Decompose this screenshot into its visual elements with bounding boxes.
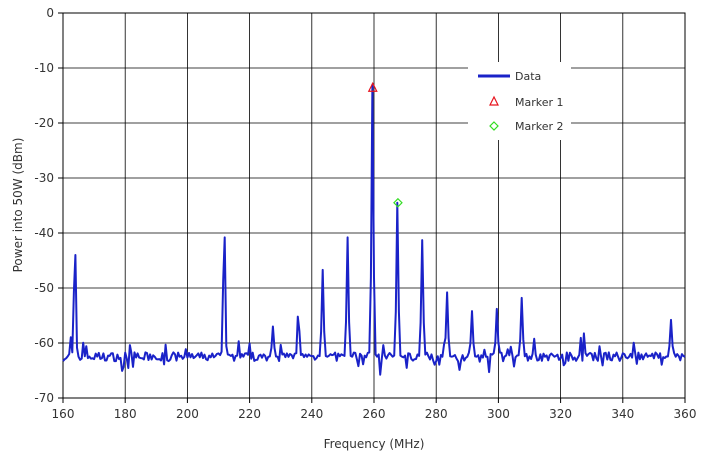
x-tick-label: 360: [674, 407, 697, 421]
x-tick-label: 240: [300, 407, 323, 421]
x-tick-label: 300: [487, 407, 510, 421]
y-tick-label: 0: [46, 6, 54, 20]
markers-layer: [367, 81, 403, 208]
legend: Data Marker 1 Marker 2: [468, 62, 571, 140]
y-axis-title: Power into 50W (dBm): [11, 138, 25, 273]
y-tick-label: -40: [34, 226, 54, 240]
legend-marker2-label: Marker 2: [515, 120, 564, 133]
y-tick-label: -60: [34, 336, 54, 350]
x-tick-label: 220: [238, 407, 261, 421]
y-tick-label: -10: [34, 61, 54, 75]
legend-marker1-swatch: [489, 95, 499, 106]
y-tick-label: -20: [34, 116, 54, 130]
series-data-line: [62, 83, 686, 376]
x-tick-label: 200: [176, 407, 199, 421]
x-tick-label: 180: [114, 407, 137, 421]
x-axis-ticks: 160 180 200 220 240 260 280 300 320 340 360: [52, 398, 697, 421]
legend-data-label: Data: [515, 70, 541, 83]
y-tick-label: -50: [34, 281, 54, 295]
x-tick-label: 340: [611, 407, 634, 421]
x-axis-title: Frequency (MHz): [324, 437, 425, 451]
marker-1-point: [367, 81, 378, 92]
legend-marker2-swatch: [489, 121, 499, 131]
marker-2-point: [393, 197, 403, 208]
legend-marker1-label: Marker 1: [515, 96, 564, 109]
y-tick-label: -30: [34, 171, 54, 185]
x-tick-label: 260: [363, 407, 386, 421]
x-tick-label: 160: [52, 407, 75, 421]
y-tick-label: -70: [34, 391, 54, 405]
y-axis-ticks: 0 -10 -20 -30 -40 -50 -60 -70: [34, 6, 63, 405]
x-tick-label: 280: [425, 407, 448, 421]
x-tick-label: 320: [549, 407, 572, 421]
